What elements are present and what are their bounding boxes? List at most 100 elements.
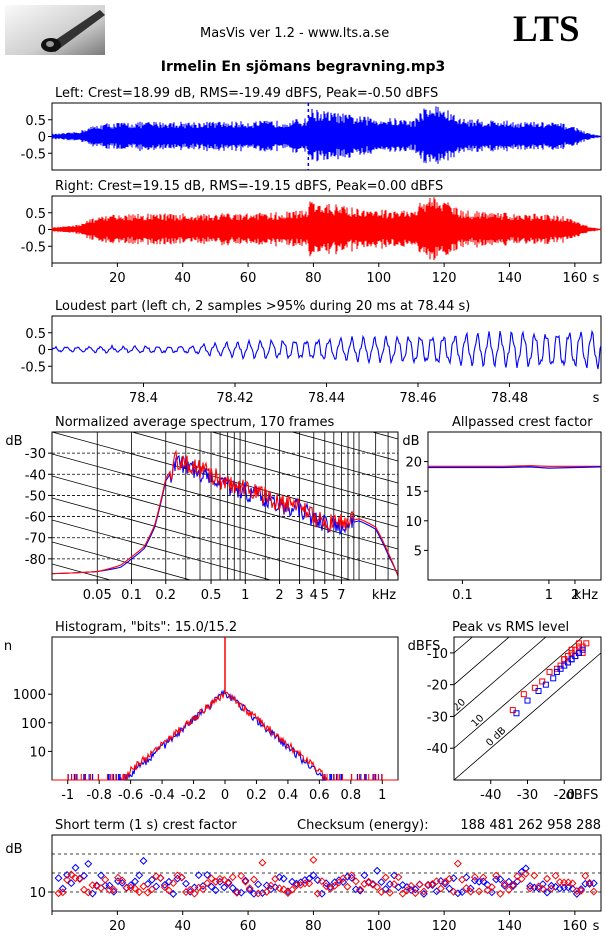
average-spectrum-xtick-label: 5 — [321, 588, 329, 603]
peak-vs-rms-point-1 — [543, 682, 548, 687]
peak-vs-rms-point-1 — [565, 660, 570, 665]
average-spectrum-xtick-label: 0.05 — [83, 588, 112, 603]
short-term-crest-xtick-label: 120 — [432, 919, 457, 934]
allpassed-crest-series-1 — [428, 467, 601, 468]
allpassed-crest-xtick-label: 1 — [545, 588, 553, 603]
average-spectrum-xtick-label: 0.2 — [155, 588, 176, 603]
peak-vs-rms-point-0 — [569, 650, 574, 655]
short-term-crest-point-1 — [421, 888, 428, 895]
histogram-xtick-label: 0 — [221, 788, 229, 803]
loudest-part-xtick-label: 78.44 — [308, 391, 345, 406]
histogram-xtick-label: -0.4 — [149, 788, 174, 803]
short-term-crest-point-1 — [438, 885, 445, 892]
left-waveform-title: Left: Crest=18.99 dB, RMS=-19.49 dBFS, P… — [55, 86, 438, 101]
left-waveform-ytick-label: -0.5 — [21, 147, 46, 162]
allpassed-crest-frame — [428, 432, 601, 580]
average-spectrum-slope-line — [52, 366, 398, 461]
average-spectrum-ylabel: dB — [5, 434, 22, 449]
loudest-part-ytick-label: 0 — [38, 344, 46, 359]
peak-vs-rms-point-0 — [554, 666, 559, 671]
short-term-crest-xtick-label: 160 — [562, 919, 587, 934]
short-term-crest-point-1 — [416, 881, 423, 888]
short-term-crest-xtick-label: 140 — [497, 919, 522, 934]
allpassed-crest-ytick-label: 5 — [414, 544, 422, 559]
short-term-crest-frame — [52, 835, 601, 911]
right-waveform-ytick-label: 0.5 — [25, 207, 46, 222]
short-term-crest-point-1 — [314, 890, 321, 897]
allpassed-crest-ylabel: dB — [402, 434, 419, 449]
right-waveform-xtick-label: 140 — [497, 271, 522, 286]
peak-vs-rms-point-1 — [525, 698, 530, 703]
average-spectrum-ytick-label: -80 — [25, 553, 46, 568]
peak-vs-rms-ytick-label: -20 — [427, 679, 448, 694]
peak-vs-rms-ytick-label: -40 — [427, 742, 448, 757]
histogram-xtick-label: 0.2 — [246, 788, 267, 803]
short-term-crest-point-0 — [463, 874, 470, 881]
short-term-crest-point-0 — [255, 881, 262, 888]
loudest-part-xtick-label: 78.42 — [216, 391, 253, 406]
allpassed-crest-xtick-label: 0.1 — [452, 588, 473, 603]
peak-vs-rms-point-1 — [554, 669, 559, 674]
peak-vs-rms-point-1 — [558, 666, 563, 671]
right-waveform-xtick-label: 80 — [305, 271, 322, 286]
histogram-xtick-label: -0.2 — [181, 788, 206, 803]
short-term-crest-point-1 — [382, 874, 389, 881]
peak-vs-rms-ytick-label: -30 — [427, 710, 448, 725]
loudest-part-xtick-label: 78.46 — [399, 391, 436, 406]
peak-vs-rms-point-1 — [569, 657, 574, 662]
short-term-crest-point-1 — [497, 891, 504, 898]
short-term-crest-checksum-label: Checksum (energy): — [297, 818, 429, 833]
histogram-ytick-label: 10 — [29, 745, 46, 760]
short-term-crest-point-1 — [582, 873, 589, 880]
average-spectrum-slope-line — [52, 498, 398, 593]
average-spectrum-ytick-label: -50 — [25, 489, 46, 504]
short-term-crest-point-1 — [459, 876, 466, 883]
histogram-title: Histogram, "bits": 15.0/15.2 — [55, 620, 237, 635]
short-term-crest-point-1 — [251, 876, 258, 883]
peak-vs-rms-title: Peak vs RMS level — [452, 620, 569, 635]
short-term-crest-point-1 — [552, 872, 559, 879]
right-waveform-ytick-label: 0 — [38, 224, 46, 239]
peak-vs-rms-point-0 — [558, 663, 563, 668]
allpassed-crest-ytick-label: 15 — [405, 485, 422, 500]
short-term-crest-point-1 — [518, 876, 525, 883]
histogram-xtick-label: 0.4 — [278, 788, 299, 803]
peak-vs-rms-point-1 — [562, 663, 567, 668]
short-term-crest-ylabel: dB — [5, 842, 22, 857]
peak-vs-rms-xtick-label: -30 — [517, 788, 538, 803]
short-term-crest-xtick-label: 40 — [174, 919, 191, 934]
peak-vs-rms-point-0 — [547, 669, 552, 674]
loudest-part-frame — [52, 316, 601, 383]
right-waveform-xtick-label: 120 — [432, 271, 457, 286]
short-term-crest-point-1 — [229, 874, 236, 881]
right-waveform-xtick-label: 60 — [240, 271, 257, 286]
average-spectrum-ytick-label: -60 — [25, 511, 46, 526]
peak-vs-rms-point-0 — [521, 692, 526, 697]
peak-vs-rms-point-0 — [580, 644, 585, 649]
average-spectrum-xunit: kHz — [372, 588, 396, 603]
peak-vs-rms-point-1 — [514, 711, 519, 716]
allpassed-crest-title: Allpassed crest factor — [452, 415, 593, 430]
short-term-crest-xtick-label: 100 — [366, 919, 391, 934]
histogram-ylabel: n — [4, 639, 12, 654]
peak-vs-rms-point-0 — [562, 657, 567, 662]
peak-vs-rms-point-1 — [536, 689, 541, 694]
left-waveform-ytick-label: 0 — [38, 131, 46, 146]
peak-vs-rms-point-0 — [562, 657, 567, 662]
short-term-crest-point-0 — [433, 888, 440, 895]
peak-vs-rms-point-1 — [573, 654, 578, 659]
average-spectrum-ytick-label: -70 — [25, 532, 46, 547]
peak-vs-rms-point-1 — [576, 650, 581, 655]
peak-vs-rms-point-0 — [576, 644, 581, 649]
average-spectrum-xtick-label: 0.1 — [121, 588, 142, 603]
short-term-crest-point-1 — [238, 873, 245, 880]
histogram-xtick-label: -0.8 — [86, 788, 111, 803]
peak-vs-rms-point-1 — [580, 647, 585, 652]
short-term-crest-point-1 — [344, 884, 351, 891]
left-waveform-signal — [52, 106, 601, 163]
average-spectrum-frame — [52, 432, 398, 580]
loudest-part-xtick-label: 78.4 — [129, 391, 158, 406]
average-spectrum-ytick-label: -40 — [25, 468, 46, 483]
peak-vs-rms-point-0 — [565, 654, 570, 659]
peak-vs-rms-crest-line — [344, 526, 606, 780]
